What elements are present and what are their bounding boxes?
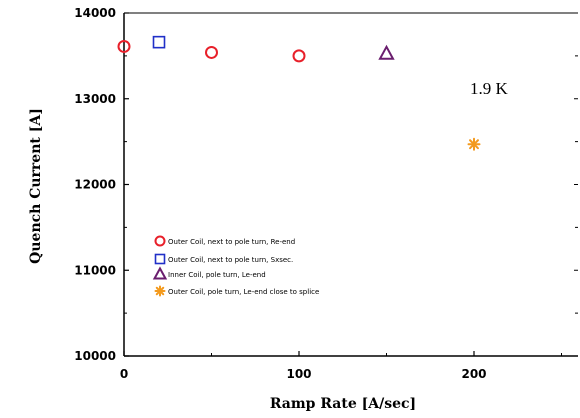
x-ticks: 0100200300 [120, 351, 562, 381]
x-axis-title: Ramp Rate [A/sec] [270, 396, 416, 412]
data-point-series-1 [152, 35, 166, 49]
legend-label-3: Outer Coil, pole turn, Le-end close to s… [168, 288, 319, 296]
data-point-series-0 [292, 49, 306, 63]
legend-marker-2 [152, 266, 168, 280]
legend-marker-3 [154, 285, 166, 297]
legend-marker-1 [154, 253, 166, 265]
data-point-series-0 [205, 45, 218, 59]
x-tick-label: 200 [461, 367, 486, 381]
legend-marker-0 [154, 235, 166, 247]
y-axis-title: Quench Current [A] [28, 108, 44, 264]
axes [123, 12, 578, 357]
data-points [117, 35, 481, 151]
legend-label-0: Outer Coil, next to pole turn, Re-end [168, 238, 295, 246]
right-ticks [574, 55, 578, 357]
x-tick-label: 0 [120, 367, 128, 381]
temperature-annotation: 1.9 K [470, 79, 509, 98]
y-ticks: 10000 11000 12000 13000 14000 [74, 6, 129, 363]
y-tick-label: 14000 [74, 6, 116, 20]
x-tick-label: 100 [286, 367, 311, 381]
y-tick-label: 11000 [74, 263, 116, 277]
legend-label-2: Inner Coil, pole turn, Le-end [168, 271, 266, 279]
legend: Outer Coil, next to pole turn, Re-end Out… [152, 235, 319, 297]
legend-label-1: Outer Coil, next to pole turn, Sxsec. [168, 256, 293, 264]
y-tick-label: 10000 [74, 349, 116, 363]
y-tick-label: 12000 [74, 178, 116, 192]
data-point-series-3 [467, 137, 481, 151]
y-tick-label: 13000 [74, 92, 116, 106]
data-point-series-0 [117, 39, 131, 53]
data-point-series-2 [378, 44, 395, 60]
